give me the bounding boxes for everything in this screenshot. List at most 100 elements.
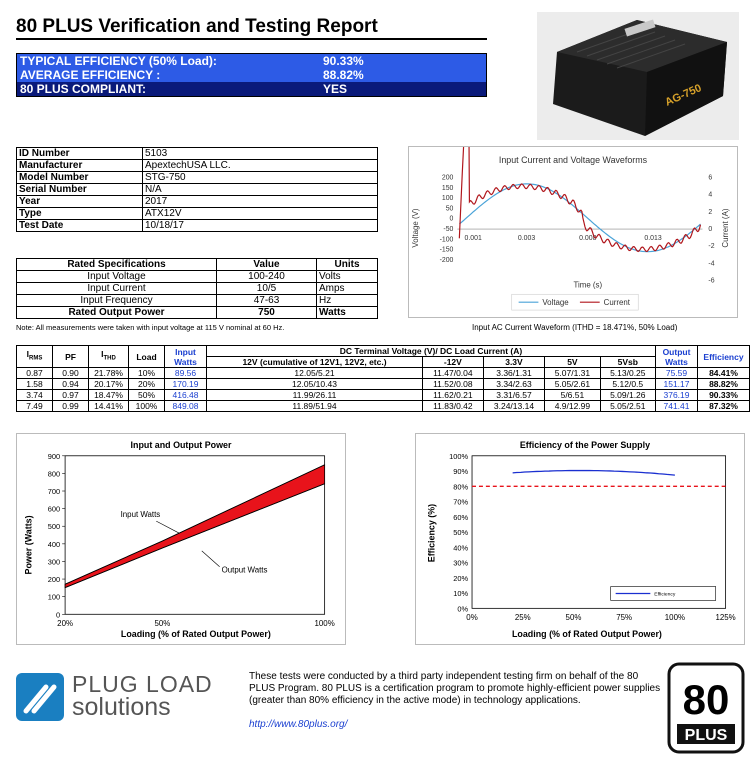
table-cell: 5.13/0.25 [599, 367, 657, 379]
wave-left-tick: -100 [440, 236, 454, 243]
rated-header-value: Value [216, 258, 317, 271]
plug-load-logo-icon [16, 673, 64, 721]
wave-right-tick: 0 [708, 226, 712, 233]
compliant-row: 80 PLUS COMPLIANT: YES [17, 82, 486, 96]
wave-left-tick: -200 [440, 257, 454, 264]
info-key: Manufacturer [16, 159, 143, 172]
wave-right-tick: 6 [708, 175, 712, 182]
eff-y-tick: 50% [453, 528, 468, 537]
rated-spec: Input Voltage [16, 270, 217, 283]
eff-y-tick: 70% [453, 498, 468, 507]
wave-ylabel-right: Current (A) [721, 208, 730, 247]
col-input-watts: Input Watts [164, 345, 207, 368]
col-12v: 12V (cumulative of 12V1, 12V2, etc.) [206, 356, 423, 368]
info-row: Serial Number N/A [16, 183, 378, 196]
wave-xlabel: Time (s) [574, 280, 603, 289]
table-cell: 87.32% [697, 400, 750, 412]
legend-voltage-label: Voltage [542, 298, 569, 307]
info-value: 2017 [142, 195, 378, 208]
power-y-tick: 200 [48, 575, 60, 584]
info-row: Type ATX12V [16, 207, 378, 220]
typical-efficiency-label: TYPICAL EFFICIENCY (50% Load): [20, 54, 217, 68]
info-row: ID Number 5103 [16, 147, 378, 160]
wave-x-tick: 0.003 [518, 235, 535, 242]
wave-left-tick: 150 [442, 185, 454, 192]
output-watts-arrow [201, 550, 220, 567]
table-cell: 3.74 [16, 389, 53, 401]
eff-y-tick: 80% [453, 482, 468, 491]
table-cell: 21.78% [88, 367, 129, 379]
table-cell: 741.41 [655, 400, 698, 412]
power-y-tick: 700 [48, 487, 60, 496]
info-key: Model Number [16, 171, 143, 184]
eff-legend-label: Efficiency [654, 591, 676, 597]
table-cell: 11.47/0.04 [422, 367, 484, 379]
info-value: 5103 [142, 147, 378, 160]
wave-ylabel-left: Voltage (V) [411, 208, 420, 247]
rated-value: 10/5 [216, 282, 317, 295]
measurement-note: Note: All measurements were taken with i… [16, 323, 285, 332]
rated-row: Rated Output Power 750 Watts [16, 306, 378, 319]
compliant-label: 80 PLUS COMPLIANT: [20, 82, 147, 96]
table-cell: 416.48 [164, 389, 207, 401]
info-key: Type [16, 207, 143, 220]
table-cell: 12.05/10.43 [206, 378, 423, 390]
average-efficiency-row: AVERAGE EFFICIENCY : 88.82% [17, 68, 486, 82]
table-cell: 18.47% [88, 389, 129, 401]
power-y-tick: 900 [48, 452, 60, 461]
info-key: Year [16, 195, 143, 208]
table-cell: 88.82% [697, 378, 750, 390]
table-cell: 7.49 [16, 400, 53, 412]
table-cell: 11.62/0.21 [422, 389, 484, 401]
efficiency-chart: Efficiency of the Power Supply Efficienc… [415, 433, 745, 645]
eff-y-tick: 40% [453, 543, 468, 552]
wave-left-tick: 0 [450, 216, 454, 223]
info-row: Year 2017 [16, 195, 378, 208]
table-row: 0.87 0.90 21.78% 10% 89.56 12.05/5.21 11.47/0.… [16, 367, 750, 379]
table-cell: 0.94 [52, 378, 89, 390]
output-watts-annotation: Output Watts [222, 566, 268, 575]
info-row: Model Number STG-750 [16, 171, 378, 184]
power-plot-frame [64, 455, 326, 615]
average-efficiency-label: AVERAGE EFFICIENCY : [20, 68, 161, 82]
title-rule [16, 38, 487, 40]
wave-left-tick: -150 [440, 247, 454, 254]
wave-caption: Input AC Current Waveform (ITHD = 18.471… [472, 323, 678, 332]
power-x-tick: 100% [315, 619, 335, 628]
info-value: STG-750 [142, 171, 378, 184]
power-y-tick: 500 [48, 522, 60, 531]
eff-y-tick: 60% [453, 513, 468, 522]
product-photo: AG-750 [537, 12, 739, 140]
table-cell: 5.05/2.61 [544, 378, 601, 390]
rated-value: 47-63 [216, 294, 317, 307]
wave-left-tick: 200 [442, 175, 454, 182]
table-cell: 11.52/0.08 [422, 378, 484, 390]
table-cell: 0.90 [52, 367, 89, 379]
col-ithd: ITHD [88, 345, 129, 368]
eff-ylabel: Efficiency (%) [426, 504, 436, 562]
col-3v3: 3.3V [482, 356, 546, 368]
eff-y-tick: 0% [457, 604, 468, 613]
footer-link[interactable]: http://www.80plus.org/ [249, 719, 348, 730]
power-y-tick: 100 [48, 593, 60, 602]
info-value: ApextechUSA LLC. [142, 159, 378, 172]
table-cell: 376.19 [655, 389, 698, 401]
table-cell: 11.83/0.42 [422, 400, 484, 412]
efficiency-series [512, 469, 675, 476]
info-table: ID Number 5103 Manufacturer ApextechUSA LLC… [16, 147, 378, 232]
wave-left-tick: 100 [442, 195, 454, 202]
80plus-badge: 80 PLUS [667, 662, 745, 754]
summary-box: TYPICAL EFFICIENCY (50% Load): 90.33% AV… [16, 53, 487, 97]
table-cell: 14.41% [88, 400, 129, 412]
eff-x-tick: 25% [515, 613, 531, 622]
col-output-watts: Output Watts [655, 345, 698, 368]
table-cell: 10% [128, 367, 165, 379]
output-watts-line [64, 483, 325, 589]
badge-plus: PLUS [685, 727, 728, 744]
table-cell: 50% [128, 389, 165, 401]
rated-spec-table: Rated Specifications Value Units Input V… [16, 258, 378, 319]
table-cell: 5.05/2.51 [599, 400, 657, 412]
table-cell: 3.24/13.14 [482, 400, 546, 412]
table-cell: 5.07/1.31 [544, 367, 601, 379]
input-watts-annotation: Input Watts [121, 510, 161, 519]
